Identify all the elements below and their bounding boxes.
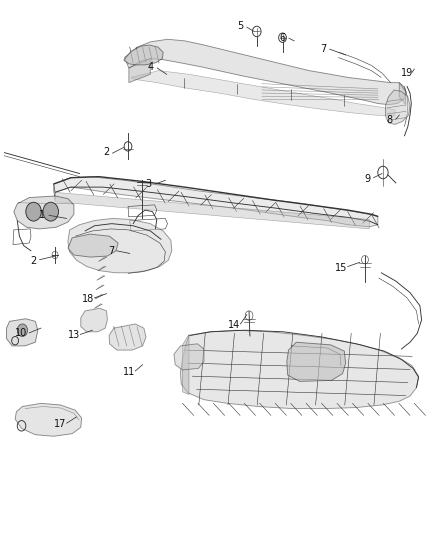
Polygon shape bbox=[131, 71, 395, 116]
Polygon shape bbox=[15, 403, 81, 436]
Text: 4: 4 bbox=[147, 62, 153, 72]
Polygon shape bbox=[68, 234, 118, 257]
Text: 6: 6 bbox=[279, 33, 285, 43]
Text: 18: 18 bbox=[82, 294, 94, 304]
Text: 2: 2 bbox=[31, 256, 37, 266]
Polygon shape bbox=[399, 83, 406, 104]
Polygon shape bbox=[124, 45, 163, 65]
Polygon shape bbox=[54, 184, 55, 200]
Text: 7: 7 bbox=[320, 44, 326, 54]
Circle shape bbox=[26, 202, 41, 221]
Polygon shape bbox=[7, 319, 38, 346]
Polygon shape bbox=[180, 330, 419, 409]
Polygon shape bbox=[183, 334, 189, 394]
Circle shape bbox=[43, 202, 58, 221]
Polygon shape bbox=[54, 176, 378, 227]
Polygon shape bbox=[55, 192, 369, 229]
Circle shape bbox=[17, 324, 28, 336]
Text: 17: 17 bbox=[54, 419, 67, 429]
Text: 1: 1 bbox=[39, 211, 45, 220]
Polygon shape bbox=[14, 196, 74, 229]
Polygon shape bbox=[68, 219, 172, 273]
Text: 2: 2 bbox=[103, 147, 110, 157]
Polygon shape bbox=[109, 324, 146, 350]
Text: 19: 19 bbox=[401, 68, 413, 78]
Polygon shape bbox=[385, 90, 410, 124]
Text: 10: 10 bbox=[15, 328, 28, 338]
Polygon shape bbox=[174, 344, 204, 370]
Text: 8: 8 bbox=[387, 115, 393, 125]
Text: 7: 7 bbox=[108, 246, 114, 256]
Text: 9: 9 bbox=[364, 174, 370, 184]
Polygon shape bbox=[287, 342, 346, 382]
Polygon shape bbox=[81, 308, 107, 332]
Polygon shape bbox=[124, 39, 406, 104]
Text: 15: 15 bbox=[335, 263, 347, 272]
Text: 3: 3 bbox=[145, 179, 151, 189]
Polygon shape bbox=[129, 59, 150, 83]
Text: 11: 11 bbox=[123, 367, 135, 377]
Text: 14: 14 bbox=[228, 320, 240, 330]
Text: 13: 13 bbox=[68, 330, 80, 341]
Text: 5: 5 bbox=[237, 21, 244, 31]
